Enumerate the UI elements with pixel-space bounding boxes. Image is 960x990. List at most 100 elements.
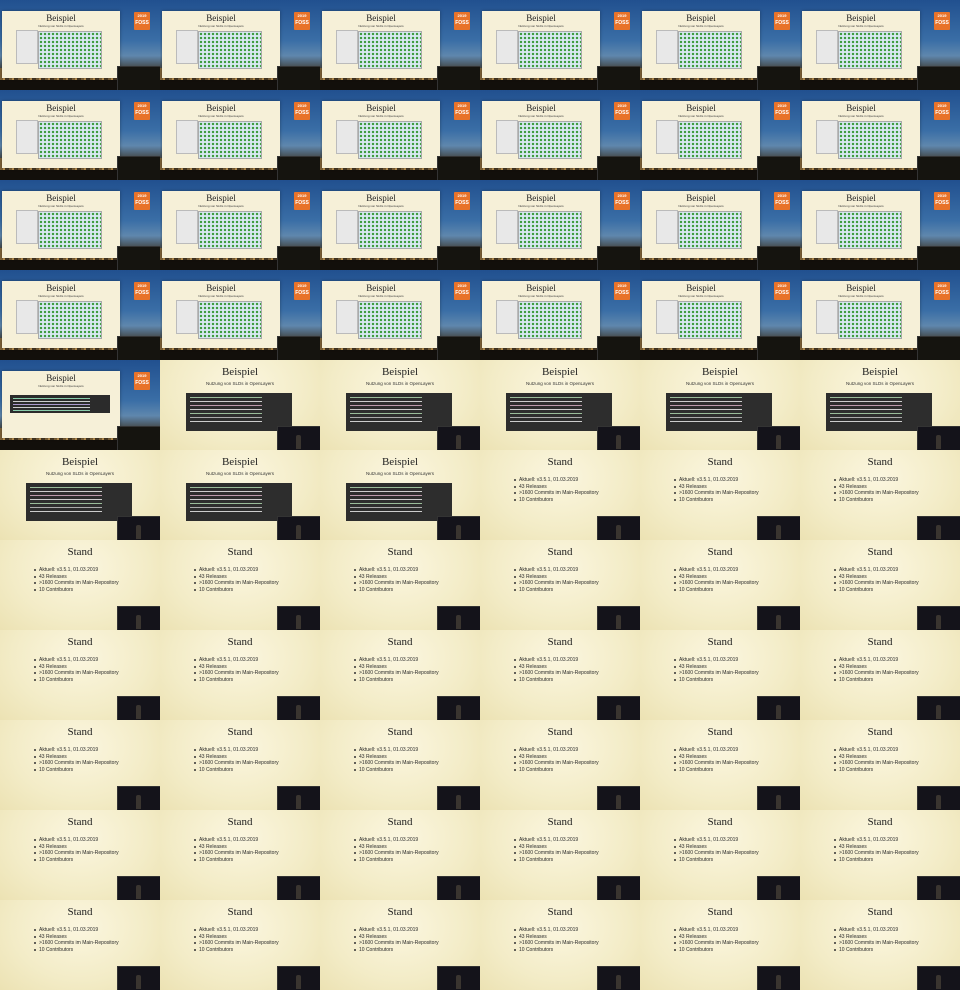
speaker-camera-inset <box>917 786 960 810</box>
bullet-item: Aktuell: v3.5.1, 01.03.2019 <box>514 477 599 484</box>
bullet-item: Aktuell: v3.5.1, 01.03.2019 <box>354 747 439 754</box>
map-view <box>358 301 422 339</box>
foss-logo: 2019 FOSS <box>454 192 470 210</box>
projected-slide: Beispiel Nutzung von SLDs in OpenLayers <box>322 101 440 168</box>
speaker-camera-inset <box>597 876 640 900</box>
slide-subtitle: Nutzung von SLDs in OpenLayers <box>38 204 84 208</box>
bullet-list: Aktuell: v3.5.1, 01.03.2019 43 Releases >1… <box>834 927 919 953</box>
slide-title: Beispiel <box>206 193 236 203</box>
foss-logo: 2019 FOSS <box>294 12 310 30</box>
projected-slide: Beispiel Nutzung von SLDs in OpenLayers <box>802 101 920 168</box>
bullet-list: Aktuell: v3.5.1, 01.03.2019 43 Releases >1… <box>194 837 279 863</box>
layer-panel <box>176 30 198 64</box>
code-block <box>346 393 452 431</box>
logo-year: 2019 <box>937 283 947 288</box>
slide-title: Beispiel <box>861 366 899 378</box>
slide-subtitle: Nutzung von SLDs in OpenLayers <box>358 294 404 298</box>
video-frame-thumbnail: Beispiel Nutzung von SLDs in OpenLayers 20… <box>640 90 800 180</box>
speaker-camera-inset <box>757 336 800 360</box>
bullet-item: >1600 Commits im Main-Repository <box>34 580 119 587</box>
map-view <box>38 121 102 159</box>
bullet-list: Aktuell: v3.5.1, 01.03.2019 43 Releases >1… <box>514 567 599 593</box>
video-frame-thumbnail: Beispiel Nutzung von SLDs in OpenLayers 20… <box>320 0 480 90</box>
video-frame-thumbnail: Stand Aktuell: v3.5.1, 01.03.2019 43 Relea… <box>640 630 800 720</box>
bullet-item: >1600 Commits im Main-Repository <box>834 940 919 947</box>
video-frame-thumbnail: Stand Aktuell: v3.5.1, 01.03.2019 43 Relea… <box>480 810 640 900</box>
video-frame-thumbnail: Beispiel Nutzung von SLDs in OpenLayers <box>320 360 480 450</box>
bullet-item: >1600 Commits im Main-Repository <box>674 490 759 497</box>
slide-subtitle: Nutzung von SLDs in OpenLayers <box>678 294 724 298</box>
bullet-list: Aktuell: v3.5.1, 01.03.2019 43 Releases >1… <box>674 747 759 773</box>
bullet-item: Aktuell: v3.5.1, 01.03.2019 <box>354 927 439 934</box>
bullet-item: 10 Contributors <box>514 767 599 774</box>
bullet-item: >1600 Commits im Main-Repository <box>674 940 759 947</box>
layer-panel <box>496 120 518 154</box>
logo-name: FOSS <box>935 110 949 116</box>
logo-name: FOSS <box>935 20 949 26</box>
speaker-camera-inset <box>437 966 480 990</box>
slide-title: Stand <box>387 816 413 828</box>
bullet-item: 10 Contributors <box>514 677 599 684</box>
speaker-camera-inset <box>437 156 480 180</box>
stage-floor <box>480 350 640 360</box>
logo-year: 2019 <box>137 13 147 18</box>
bullet-item: 43 Releases <box>834 754 919 761</box>
bullet-item: 43 Releases <box>194 934 279 941</box>
bullet-item: 43 Releases <box>514 754 599 761</box>
bullet-item: >1600 Commits im Main-Repository <box>674 580 759 587</box>
bullet-list: Aktuell: v3.5.1, 01.03.2019 43 Releases >1… <box>34 567 119 593</box>
map-view <box>838 121 902 159</box>
slide-title: Stand <box>227 726 253 738</box>
logo-name: FOSS <box>615 200 629 206</box>
slide-subtitle: Nutzung von SLDs in OpenLayers <box>358 24 404 28</box>
video-frame-thumbnail: Stand Aktuell: v3.5.1, 01.03.2019 43 Relea… <box>320 720 480 810</box>
slide-title: Beispiel <box>846 103 876 113</box>
slide-title: Beispiel <box>206 13 236 23</box>
map-view <box>838 211 902 249</box>
logo-year: 2019 <box>777 103 787 108</box>
bullet-item: >1600 Commits im Main-Repository <box>834 760 919 767</box>
bullet-item: >1600 Commits im Main-Repository <box>514 490 599 497</box>
slide-subtitle: Nutzung von SLDs in OpenLayers <box>365 471 435 476</box>
slide-title: Beispiel <box>701 366 739 378</box>
slide-subtitle: Nutzung von SLDs in OpenLayers <box>838 294 884 298</box>
speaker-camera-inset <box>597 336 640 360</box>
logo-name: FOSS <box>615 290 629 296</box>
speaker-camera-inset <box>597 966 640 990</box>
slide-title: Beispiel <box>366 103 396 113</box>
video-frame-thumbnail: Stand Aktuell: v3.5.1, 01.03.2019 43 Relea… <box>800 450 960 540</box>
slide-title: Beispiel <box>526 103 556 113</box>
video-frame-thumbnail: Beispiel Nutzung von SLDs in OpenLayers <box>640 360 800 450</box>
bullet-item: Aktuell: v3.5.1, 01.03.2019 <box>194 927 279 934</box>
foss-logo: 2019 FOSS <box>934 192 950 210</box>
speaker-camera-inset <box>597 606 640 630</box>
logo-year: 2019 <box>137 193 147 198</box>
bullet-item: 43 Releases <box>674 844 759 851</box>
slide-title: Beispiel <box>221 366 259 378</box>
speaker-camera-inset <box>437 606 480 630</box>
foss-logo: 2019 FOSS <box>774 12 790 30</box>
stage-floor <box>640 260 800 270</box>
video-frame-thumbnail: Stand Aktuell: v3.5.1, 01.03.2019 43 Relea… <box>160 630 320 720</box>
bullet-list: Aktuell: v3.5.1, 01.03.2019 43 Releases >1… <box>34 747 119 773</box>
bullet-item: >1600 Commits im Main-Repository <box>674 850 759 857</box>
slide-title: Stand <box>867 726 893 738</box>
video-frame-thumbnail: Beispiel Nutzung von SLDs in OpenLayers 20… <box>160 90 320 180</box>
video-frame-thumbnail: Stand Aktuell: v3.5.1, 01.03.2019 43 Relea… <box>320 540 480 630</box>
video-frame-thumbnail: Stand Aktuell: v3.5.1, 01.03.2019 43 Relea… <box>480 720 640 810</box>
foss-logo: 2019 FOSS <box>294 102 310 120</box>
video-frame-thumbnail: Stand Aktuell: v3.5.1, 01.03.2019 43 Relea… <box>800 630 960 720</box>
projected-slide: Beispiel Nutzung von SLDs in OpenLayers <box>2 101 120 168</box>
bullet-item: 43 Releases <box>834 574 919 581</box>
video-frame-thumbnail: Stand Aktuell: v3.5.1, 01.03.2019 43 Relea… <box>640 540 800 630</box>
bullet-item: 43 Releases <box>674 664 759 671</box>
bullet-list: Aktuell: v3.5.1, 01.03.2019 43 Releases >1… <box>194 657 279 683</box>
logo-year: 2019 <box>617 103 627 108</box>
bullet-item: Aktuell: v3.5.1, 01.03.2019 <box>514 747 599 754</box>
bullet-item: 10 Contributors <box>34 677 119 684</box>
foss-logo: 2019 FOSS <box>614 192 630 210</box>
speaker-camera-inset <box>917 246 960 270</box>
logo-name: FOSS <box>775 290 789 296</box>
logo-name: FOSS <box>295 290 309 296</box>
